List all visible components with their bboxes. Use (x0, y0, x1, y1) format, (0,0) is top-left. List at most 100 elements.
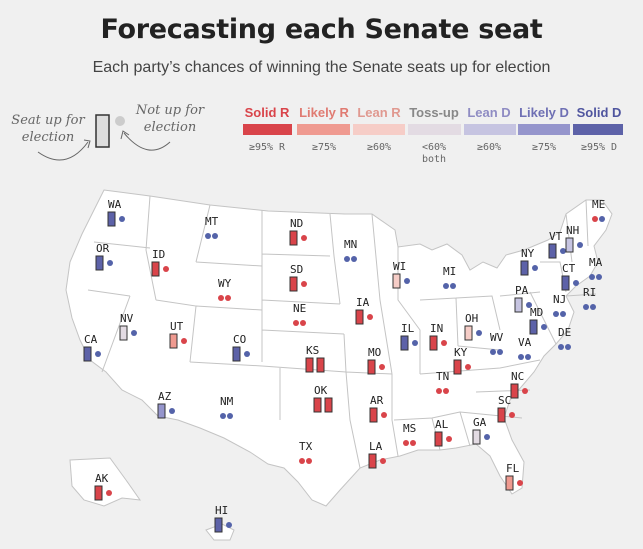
state-label: NY (521, 247, 535, 260)
state-ct[interactable]: CT (561, 262, 579, 291)
seat-up-rect[interactable] (94, 485, 103, 501)
state-nj[interactable]: NJ (553, 293, 566, 317)
state-al[interactable]: AL (434, 418, 452, 447)
legend-swatch-lean-d (464, 124, 516, 135)
state-label: IA (356, 296, 370, 309)
seat-up-rect[interactable] (289, 230, 298, 246)
state-wy[interactable]: WY (218, 277, 232, 301)
state-mo[interactable]: MO (367, 346, 385, 375)
state-hi[interactable]: HI (214, 504, 232, 533)
seat-up-rect[interactable] (95, 255, 104, 271)
state-ks[interactable]: KS (305, 344, 325, 373)
state-nd[interactable]: ND (289, 217, 307, 246)
state-ar[interactable]: AR (369, 394, 387, 423)
state-ca[interactable]: CA (83, 333, 101, 362)
seat-up-rect[interactable] (151, 261, 160, 277)
legend-swatch-solid-r (243, 124, 292, 135)
seat-up-rect[interactable] (510, 383, 519, 399)
seat-up-rect[interactable] (369, 407, 378, 423)
state-md[interactable]: MD (529, 306, 547, 335)
state-de[interactable]: DE (558, 326, 571, 350)
seat-up-rect[interactable] (434, 431, 443, 447)
state-oh[interactable]: OH (464, 312, 482, 341)
seat-up-rect[interactable] (514, 297, 523, 313)
seat-up-rect[interactable] (368, 453, 377, 469)
state-ms[interactable]: MS (403, 422, 416, 446)
seat-not-up-dot (583, 304, 589, 310)
seat-up-rect[interactable] (392, 273, 401, 289)
state-nv[interactable]: NV (119, 312, 137, 341)
seat-up-rect[interactable] (565, 237, 574, 253)
state-tx[interactable]: TX (299, 440, 313, 464)
legend-threshold-solid-d: ≥95% D (580, 142, 618, 153)
seat-up-rect[interactable] (289, 276, 298, 292)
state-nh[interactable]: NH (565, 224, 583, 253)
seat-up-rect[interactable] (107, 211, 116, 227)
seat-up-rect[interactable] (157, 403, 166, 419)
state-ok[interactable]: OK (313, 384, 333, 413)
state-la[interactable]: LA (368, 440, 386, 469)
state-wi[interactable]: WI (392, 260, 410, 289)
seat-up-rect[interactable] (305, 357, 314, 373)
state-mn[interactable]: MN (344, 238, 357, 262)
seat-up-rect[interactable] (400, 335, 409, 351)
state-ne[interactable]: NE (293, 302, 306, 326)
state-or[interactable]: OR (95, 242, 113, 271)
seat-up-rect[interactable] (505, 475, 514, 491)
legend-label-lean-r: Lean R (357, 105, 401, 120)
state-sd[interactable]: SD (289, 263, 307, 292)
state-in[interactable]: IN (429, 322, 447, 351)
seat-not-up-dot (107, 260, 113, 266)
seat-not-up-dot (541, 324, 547, 330)
seat-up-rect[interactable] (169, 333, 178, 349)
seat-up-rect[interactable] (520, 260, 529, 276)
seat-up-rect[interactable] (313, 397, 322, 413)
seat-not-up-dot (592, 216, 598, 222)
seat-up-rect[interactable] (367, 359, 376, 375)
state-ut[interactable]: UT (169, 320, 187, 349)
state-co[interactable]: CO (232, 333, 250, 362)
state-ia[interactable]: IA (355, 296, 373, 325)
state-mt[interactable]: MT (205, 215, 219, 239)
state-pa[interactable]: PA (514, 284, 532, 313)
state-az[interactable]: AZ (157, 390, 175, 419)
seat-up-rect[interactable] (472, 429, 481, 445)
seat-up-rect[interactable] (324, 397, 333, 413)
seat-up-rect[interactable] (529, 319, 538, 335)
state-il[interactable]: IL (400, 322, 418, 351)
state-fl[interactable]: FL (505, 462, 523, 491)
state-me[interactable]: ME (592, 198, 605, 222)
state-ma[interactable]: MA (589, 256, 603, 280)
seat-up-rect[interactable] (355, 309, 364, 325)
state-mi[interactable]: MI (443, 265, 456, 289)
seat-up-rect[interactable] (548, 243, 557, 259)
state-id[interactable]: ID (151, 248, 169, 277)
state-wa[interactable]: WA (107, 198, 125, 227)
seat-up-rect[interactable] (497, 407, 506, 423)
seat-up-rect[interactable] (119, 325, 128, 341)
seat-not-up-dot (526, 302, 532, 308)
state-nm[interactable]: NM (220, 395, 234, 419)
seat-up-rect[interactable] (429, 335, 438, 351)
seat-up-rect[interactable] (232, 346, 241, 362)
state-ky[interactable]: KY (453, 346, 471, 375)
legend-threshold-likely-r: ≥75% (311, 142, 337, 153)
state-ny[interactable]: NY (520, 247, 538, 276)
state-va[interactable]: VA (518, 336, 532, 360)
state-nc[interactable]: NC (510, 370, 528, 399)
state-label: MA (589, 256, 603, 269)
state-label: KS (306, 344, 319, 357)
seat-up-rect[interactable] (464, 325, 473, 341)
state-wv[interactable]: WV (490, 331, 504, 355)
seat-up-rect[interactable] (83, 346, 92, 362)
seat-up-rect[interactable] (453, 359, 462, 375)
seat-up-rect[interactable] (214, 517, 223, 533)
state-tn[interactable]: TN (436, 370, 449, 394)
state-ak[interactable]: AK (94, 472, 112, 501)
state-sc[interactable]: SC (497, 394, 515, 423)
seat-up-rect[interactable] (561, 275, 570, 291)
state-vt[interactable]: VT (548, 230, 566, 259)
state-ri[interactable]: RI (583, 286, 596, 310)
state-ga[interactable]: GA (472, 416, 490, 445)
seat-up-rect[interactable] (316, 357, 325, 373)
